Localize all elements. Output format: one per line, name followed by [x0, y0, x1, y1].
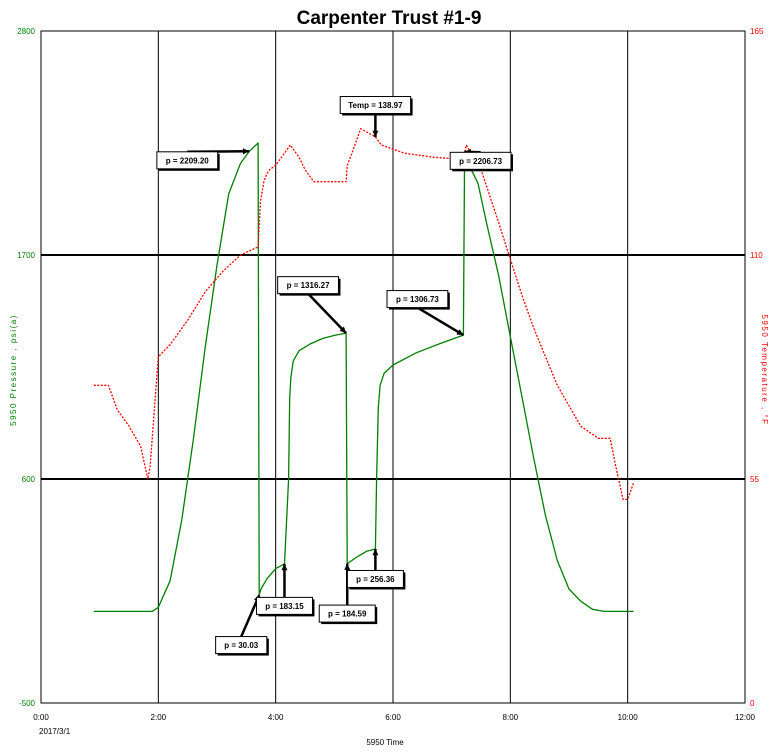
y-left-axis-label: 5950 Pressure , psi(a): [9, 314, 18, 426]
callout-label: p = 183.15: [265, 602, 304, 611]
annotation-callout: p = 1306.73: [386, 290, 465, 337]
series-line-temperature: [93, 128, 635, 501]
callout-arrowhead: [372, 130, 379, 137]
callout-box: [156, 151, 219, 170]
y-left-tick-label: 2800: [17, 27, 35, 36]
callout-label: p = 256.36: [356, 575, 395, 584]
x-tick-label: 4:00: [268, 713, 284, 722]
callout-arrow: [416, 306, 465, 337]
y-left-tick-label: 600: [22, 475, 36, 484]
annotation-callout: p = 2209.20: [156, 148, 250, 171]
callout-arrowhead: [344, 563, 351, 570]
annotation-callout: p = 184.59: [318, 563, 378, 625]
callout-box: [277, 276, 339, 295]
y-left-tick-label: 1700: [17, 251, 35, 260]
y-right-tick-label: 165: [750, 27, 764, 36]
callout-arrowhead: [242, 148, 250, 155]
x-date-label: 2017/3/1: [39, 727, 71, 736]
callout-label: p = 1306.73: [396, 295, 439, 304]
annotations: p = 2209.20 p = 30.03 p = 183.15 p = 1316.2…: [156, 96, 513, 656]
x-tick-label: 6:00: [385, 713, 401, 722]
callout-label: p = 1316.27: [287, 281, 330, 290]
annotation-callout: p = 183.15: [255, 563, 315, 617]
callout-label: p = 184.59: [328, 610, 367, 619]
axis-ticks: 0:00 2:00 4:00 6:00 8:00 10:00 12:00 2800 1700 60…: [17, 27, 764, 722]
callout-box: [318, 604, 376, 623]
annotation-callout: p = 30.03: [215, 594, 269, 656]
callout-arrowhead: [372, 549, 379, 556]
annotation-callout: p = 1316.27: [277, 276, 347, 335]
x-tick-label: 12:00: [735, 713, 756, 722]
callout-arrowhead: [456, 329, 464, 336]
annotation-callout: p = 256.36: [346, 548, 406, 590]
grid-lines: [40, 30, 746, 704]
x-tick-label: 8:00: [503, 713, 519, 722]
callout-box: [255, 596, 313, 615]
callout-label: p = 30.03: [224, 641, 259, 650]
callout-label: Temp = 138.97: [348, 101, 403, 110]
x-tick-label: 10:00: [618, 713, 639, 722]
callout-label: p = 2209.20: [166, 156, 209, 165]
chart-title: Carpenter Trust #1-9: [297, 8, 482, 29]
x-tick-label: 0:00: [33, 713, 49, 722]
callout-label: p = 2206.73: [459, 157, 502, 166]
annotation-callout: p = 2206.73: [449, 149, 513, 172]
annotation-callout: Temp = 138.97: [339, 96, 413, 138]
callout-box: [386, 290, 449, 309]
callout-arrow: [307, 292, 347, 335]
callout-arrowhead: [281, 563, 288, 571]
callout-box: [339, 96, 412, 115]
x-tick-label: 2:00: [151, 713, 167, 722]
y-right-tick-label: 0: [750, 699, 755, 708]
callout-arrowhead: [339, 326, 347, 334]
callout-box: [346, 569, 404, 588]
series-line-pressure: [93, 142, 634, 613]
y-right-tick-label: 110: [750, 251, 763, 260]
callout-box: [449, 151, 512, 170]
x-axis-label: 5950 Time: [366, 738, 404, 747]
y-left-tick-label: -500: [19, 699, 36, 708]
callout-box: [215, 636, 268, 655]
series-layer: [93, 128, 635, 613]
y-right-axis-label: 5950 Temperature , °F: [760, 314, 769, 425]
y-right-tick-label: 55: [750, 475, 759, 484]
